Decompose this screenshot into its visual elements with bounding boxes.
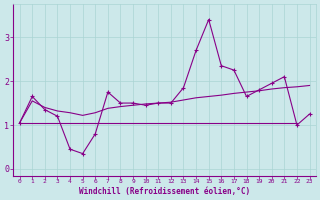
X-axis label: Windchill (Refroidissement éolien,°C): Windchill (Refroidissement éolien,°C) bbox=[79, 187, 250, 196]
